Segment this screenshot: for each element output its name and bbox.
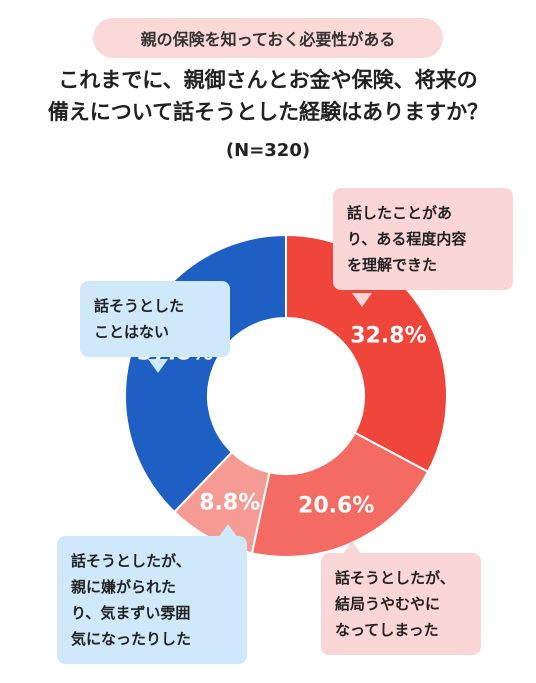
donut-slice-1-label: 32.8% bbox=[350, 324, 426, 349]
callout-slice-2-line-3: なってしまった bbox=[335, 621, 439, 639]
callout-slice-4: 話そうとした ことはない bbox=[80, 281, 230, 357]
callout-slice-1-line-1: 話したことがあ bbox=[347, 204, 453, 222]
callout-slice-1: 話したことがあ り、ある程度内容 を理解できた bbox=[333, 188, 513, 290]
question-title-line-2: 備えについて話そうとした経験はありますか？ bbox=[47, 100, 489, 124]
sample-size: (N=320) bbox=[225, 140, 311, 161]
callout-slice-3-line-2: 親に嫌がられた bbox=[71, 578, 177, 596]
callout-slice-2: 話そうとしたが、 結局うやむやに なってしまった bbox=[321, 553, 481, 655]
callout-slice-2-line-1: 話そうとしたが、 bbox=[335, 569, 455, 587]
callout-slice-1-tail bbox=[352, 293, 372, 307]
callout-slice-1-line-2: り、ある程度内容 bbox=[347, 230, 467, 248]
callout-slice-1-line-3: を理解できた bbox=[347, 256, 438, 274]
donut-slice-2 bbox=[250, 431, 430, 558]
callout-slice-4-line-1: 話そうとした bbox=[94, 297, 185, 315]
callout-slice-2-tail bbox=[342, 541, 362, 555]
callout-slice-3: 話そうとしたが、 親に嫌がられた り、気まずい雰囲 気になったりした bbox=[57, 536, 247, 664]
donut-slice-3-label: 8.8% bbox=[199, 490, 260, 515]
callout-slice-2-line-2: 結局うやむやに bbox=[335, 595, 441, 613]
callout-slice-3-line-4: 気になったりした bbox=[71, 630, 192, 648]
callout-slice-4-line-2: ことはない bbox=[94, 323, 170, 341]
donut-slice-2-label: 20.6% bbox=[298, 493, 374, 518]
callout-slice-3-line-3: り、気まずい雰囲 bbox=[71, 604, 191, 622]
callout-slice-4-tail bbox=[148, 359, 168, 373]
category-pill: 親の保険を知っておく必要性がある bbox=[93, 18, 443, 58]
callout-slice-3-line-1: 話そうとしたが、 bbox=[71, 552, 191, 570]
callout-slice-3-tail bbox=[218, 524, 238, 538]
question-title-line-1: これまでに、親御さんとお金や保険、将来の bbox=[58, 68, 478, 92]
